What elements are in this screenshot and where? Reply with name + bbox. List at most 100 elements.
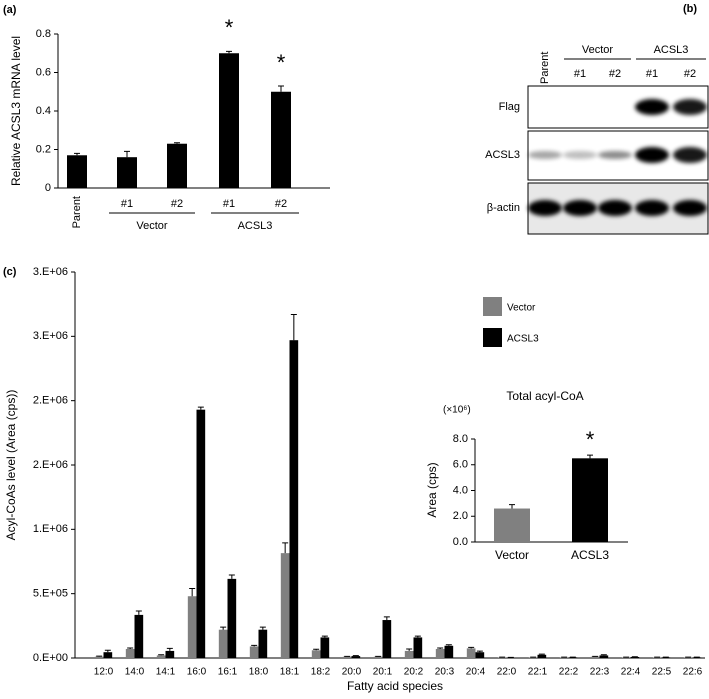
y-tick-label: 0.2	[36, 143, 51, 155]
bar	[538, 655, 547, 658]
blot-band	[673, 200, 707, 216]
y-tick-label: 0.4	[36, 105, 51, 117]
bar	[572, 458, 608, 542]
blot-band	[673, 147, 707, 163]
panel-label: (a)	[3, 4, 17, 16]
bar	[405, 651, 414, 658]
error-bar	[220, 627, 226, 630]
x-tick-label: Parent	[71, 196, 83, 228]
error-bar	[415, 636, 421, 637]
lane-label: #2	[684, 68, 696, 80]
error-bar	[278, 86, 284, 92]
error-bar	[105, 650, 111, 652]
x-tick-label: Vector	[495, 548, 529, 562]
x-tick-label: 20:1	[373, 667, 393, 678]
error-bar	[124, 151, 130, 157]
error-bar	[74, 153, 80, 155]
blot-band	[635, 147, 669, 163]
error-bar	[313, 649, 319, 650]
legend-label: ACSL3	[507, 334, 539, 345]
error-bar	[384, 617, 390, 620]
bar	[321, 637, 330, 658]
bar	[312, 650, 321, 658]
legend-swatch	[483, 297, 502, 316]
panel-label: (c)	[3, 266, 17, 278]
significance-mark: *	[586, 427, 595, 452]
error-bar	[446, 645, 452, 646]
bar	[290, 340, 299, 658]
y-tick-label: 3.E+06	[33, 330, 68, 342]
x-tick-label: 20:0	[342, 667, 362, 678]
error-bar	[587, 455, 593, 458]
x-tick-label: 22:5	[652, 667, 672, 678]
y-tick-label: 0.6	[36, 66, 51, 78]
y-tick-label: 3.E+06	[33, 266, 68, 278]
lane-group-label: ACSL3	[654, 44, 689, 56]
error-bar	[437, 648, 443, 649]
x-tick-label: 18:1	[280, 667, 300, 678]
x-tick-label: 14:0	[125, 667, 145, 678]
y-tick-label: 0.0	[453, 536, 468, 548]
blot-band	[598, 151, 632, 159]
x-tick-label: 20:2	[404, 667, 424, 678]
x-axis-label: Fatty acid species	[347, 679, 443, 693]
group-label: Vector	[136, 220, 168, 232]
x-tick-label: #2	[171, 198, 183, 210]
bar	[467, 648, 476, 658]
x-tick-label: 16:0	[187, 667, 207, 678]
error-bar	[136, 611, 142, 615]
bar	[271, 92, 291, 188]
lane-label: #2	[609, 68, 621, 80]
bar	[157, 655, 166, 658]
error-bar	[229, 575, 235, 579]
blot-band	[563, 151, 597, 159]
error-bar	[96, 656, 102, 657]
bar	[67, 155, 87, 188]
y-tick-label: 4.0	[453, 484, 468, 496]
blot-band	[673, 99, 707, 115]
x-tick-label: 22:1	[528, 667, 548, 678]
x-tick-label: 12:0	[94, 667, 114, 678]
row-label: β-actin	[487, 202, 520, 214]
x-tick-label: 22:6	[683, 667, 703, 678]
bar	[259, 630, 268, 658]
error-bar	[251, 645, 257, 646]
blot-band	[635, 200, 669, 216]
x-tick-label: 20:4	[466, 667, 486, 678]
bar	[104, 652, 113, 658]
y-tick-label: 0	[45, 182, 51, 194]
bar	[591, 657, 600, 658]
group-label: ACSL3	[238, 220, 273, 232]
bar	[383, 620, 392, 658]
blot-band	[598, 200, 632, 216]
row-label: Flag	[499, 101, 520, 113]
significance-mark: *	[277, 50, 286, 75]
bar	[343, 657, 352, 658]
error-bar	[198, 407, 204, 410]
error-bar	[322, 636, 328, 637]
bar	[414, 637, 423, 658]
x-tick-label: 22:2	[559, 667, 579, 678]
x-tick-label: 18:2	[311, 667, 331, 678]
x-tick-label: 18:0	[249, 667, 269, 678]
y-tick-label: 2.0	[453, 510, 468, 522]
row-label: ACSL3	[485, 149, 520, 161]
panel-label: (b)	[683, 3, 697, 15]
bar	[445, 646, 454, 658]
y-tick-label: 5.E+05	[33, 588, 68, 600]
error-bar	[601, 655, 607, 656]
bar	[250, 646, 259, 658]
y-axis-label: Area (cps)	[425, 462, 439, 517]
lane-label: #1	[574, 68, 586, 80]
bar	[197, 410, 206, 658]
x-tick-label: #2	[275, 198, 287, 210]
bar	[135, 615, 144, 658]
blot-band	[635, 99, 669, 115]
blot-band	[563, 200, 597, 216]
y-tick-label: 2.E+06	[33, 459, 68, 471]
error-bar	[282, 543, 288, 553]
y-axis-label: Acyl-CoAs level (Area (cps))	[4, 390, 18, 541]
y-tick-label: 2.E+06	[33, 395, 68, 407]
bar	[600, 655, 609, 658]
